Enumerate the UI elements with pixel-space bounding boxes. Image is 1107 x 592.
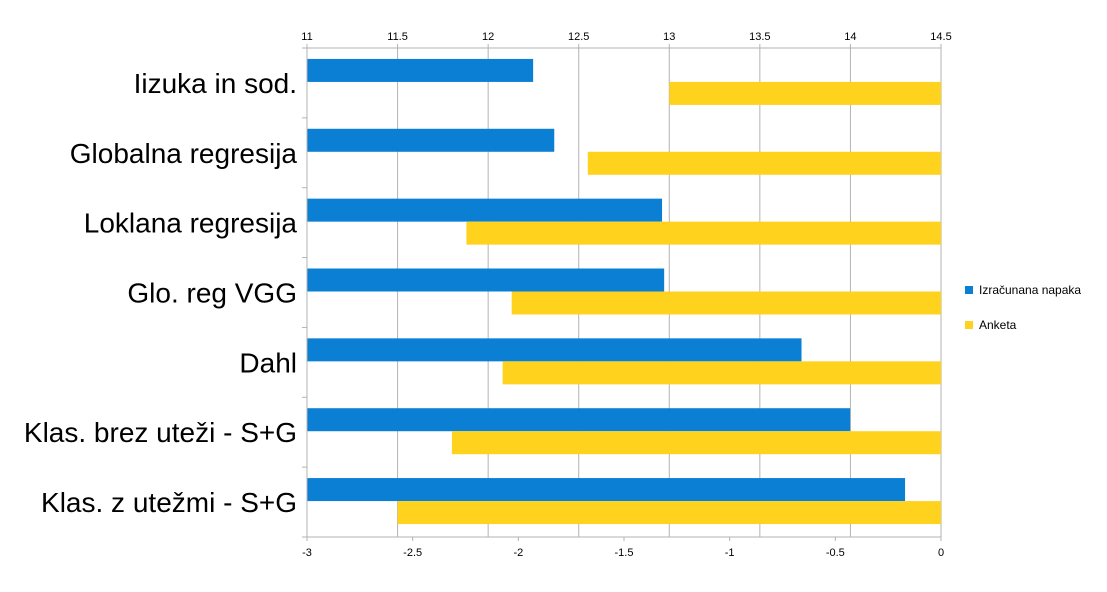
axes bbox=[302, 44, 942, 541]
category-label: Loklana regresija bbox=[84, 208, 298, 239]
bar-izracunana-napaka bbox=[307, 408, 851, 432]
top-axis-tick-label: 11.5 bbox=[387, 31, 408, 43]
bar-anketa bbox=[669, 81, 941, 105]
top-axis-tick-label: 11 bbox=[301, 31, 312, 43]
bottom-axis-tick-label: 0 bbox=[938, 547, 944, 559]
legend-label: Anketa bbox=[979, 318, 1017, 332]
bottom-axis-tick-label: -1.5 bbox=[615, 547, 634, 559]
legend-swatch bbox=[965, 321, 973, 329]
category-label: Dahl bbox=[239, 347, 297, 378]
top-axis-tick-label: 14.5 bbox=[930, 31, 951, 43]
category-label: Glo. reg VGG bbox=[127, 278, 297, 309]
bar-izracunana-napaka bbox=[307, 338, 802, 362]
bar-izracunana-napaka bbox=[307, 58, 534, 82]
legend-label: Izračunana napaka bbox=[979, 283, 1081, 297]
category-label: Iizuka in sod. bbox=[134, 68, 297, 99]
legend-swatch bbox=[965, 286, 973, 294]
bottom-axis-tick-labels: -3 -2.5 -2 -1.5 -1 -0.5 0 bbox=[302, 547, 944, 559]
category-label: Globalna regresija bbox=[70, 138, 298, 169]
category-labels: Iizuka in sod. Globalna regresija Loklana … bbox=[24, 68, 298, 518]
bar-anketa bbox=[587, 151, 941, 175]
bar-anketa bbox=[466, 221, 941, 245]
top-axis-tick-label: 14 bbox=[844, 31, 856, 43]
bottom-axis-tick-label: -2 bbox=[513, 547, 523, 559]
bar-izracunana-napaka bbox=[307, 268, 665, 292]
bar-izracunana-napaka bbox=[307, 198, 663, 222]
top-axis-tick-labels: 11 11.5 12 12.5 13 13.5 14 14.5 bbox=[301, 31, 951, 43]
bottom-axis-tick-label: -0.5 bbox=[826, 547, 845, 559]
bottom-axis-tick-label: -3 bbox=[302, 547, 312, 559]
category-label: Klas. z utežmi - S+G bbox=[41, 487, 297, 518]
bars bbox=[307, 58, 942, 525]
bar-izracunana-napaka bbox=[307, 478, 906, 502]
bar-anketa bbox=[511, 291, 941, 315]
bar-anketa bbox=[502, 361, 941, 385]
top-axis-tick-label: 12.5 bbox=[568, 31, 589, 43]
bottom-axis-tick-label: -1 bbox=[725, 547, 735, 559]
category-label: Klas. brez uteži - S+G bbox=[24, 417, 297, 448]
top-axis-tick-label: 13.5 bbox=[749, 31, 770, 43]
bar-anketa bbox=[397, 501, 942, 525]
bar-anketa bbox=[451, 431, 941, 455]
top-axis-tick-label: 12 bbox=[482, 31, 494, 43]
bar-izracunana-napaka bbox=[307, 128, 555, 152]
top-axis-tick-label: 13 bbox=[663, 31, 675, 43]
legend: Izračunana napaka Anketa bbox=[965, 283, 1081, 332]
bottom-axis-tick-label: -2.5 bbox=[403, 547, 422, 559]
